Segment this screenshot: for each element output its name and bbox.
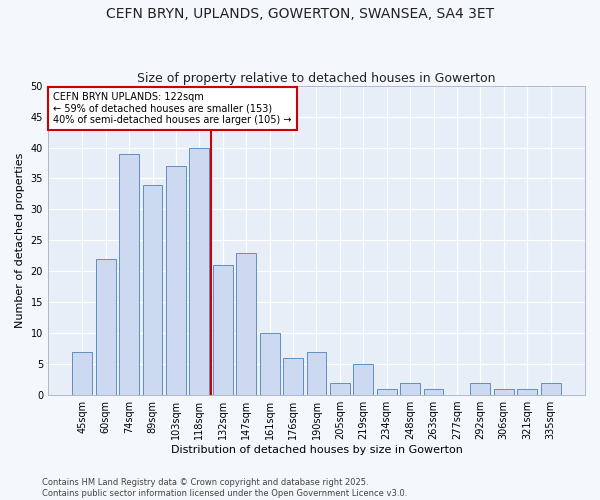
X-axis label: Distribution of detached houses by size in Gowerton: Distribution of detached houses by size … (170, 445, 463, 455)
Y-axis label: Number of detached properties: Number of detached properties (15, 152, 25, 328)
Bar (190, 148, 209, 395)
Bar (260, 333, 280, 395)
Bar (541, 382, 560, 395)
Bar (517, 389, 537, 395)
Bar (236, 253, 256, 395)
Bar (73, 352, 92, 395)
Bar (96, 259, 116, 395)
Bar (119, 154, 139, 395)
Text: CEFN BRYN, UPLANDS, GOWERTON, SWANSEA, SA4 3ET: CEFN BRYN, UPLANDS, GOWERTON, SWANSEA, S… (106, 8, 494, 22)
Bar (494, 389, 514, 395)
Bar (283, 358, 303, 395)
Bar (470, 382, 490, 395)
Bar (400, 382, 420, 395)
Title: Size of property relative to detached houses in Gowerton: Size of property relative to detached ho… (137, 72, 496, 85)
Text: CEFN BRYN UPLANDS: 122sqm
← 59% of detached houses are smaller (153)
40% of semi: CEFN BRYN UPLANDS: 122sqm ← 59% of detac… (53, 92, 292, 125)
Bar (424, 389, 443, 395)
Bar (213, 265, 233, 395)
Bar (307, 352, 326, 395)
Bar (330, 382, 350, 395)
Text: Contains HM Land Registry data © Crown copyright and database right 2025.
Contai: Contains HM Land Registry data © Crown c… (42, 478, 407, 498)
Bar (143, 184, 163, 395)
Bar (166, 166, 186, 395)
Bar (353, 364, 373, 395)
Bar (377, 389, 397, 395)
